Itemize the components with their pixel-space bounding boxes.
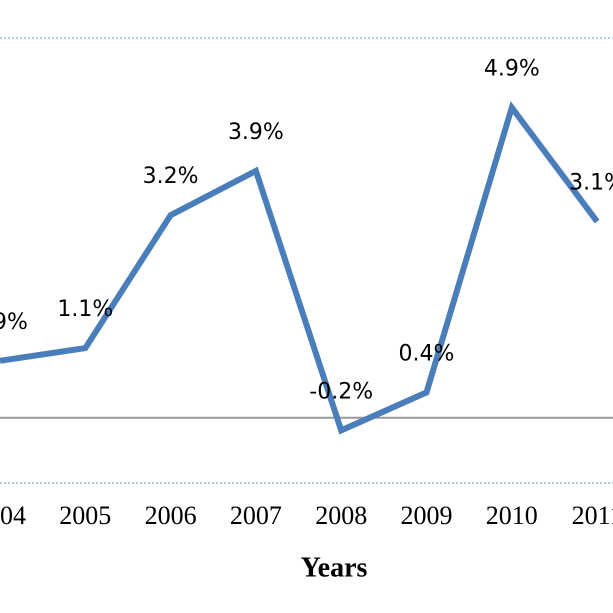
data-line	[0, 101, 600, 435]
x-tick-label: 2010	[486, 501, 538, 530]
data-label: 0.4%	[399, 341, 455, 366]
data-label: 3.2%	[143, 164, 199, 189]
data-label: 3.1%	[569, 171, 613, 196]
data-label: 1.1%	[57, 297, 113, 322]
x-tick-label: 2011	[572, 501, 613, 530]
data-label: 0.9%	[0, 310, 28, 335]
x-tick-label: 2006	[145, 501, 197, 530]
x-tick-label: 2005	[59, 501, 111, 530]
x-tick-label: 2009	[401, 501, 453, 530]
x-axis-title: Years	[301, 552, 368, 583]
x-tick-label: 2007	[230, 501, 282, 530]
data-label: 4.9%	[484, 57, 540, 82]
x-tick-label: 2004	[0, 501, 26, 530]
data-label: -0.2%	[309, 379, 373, 404]
x-tick-label: 2008	[315, 501, 367, 530]
data-label: 3.9%	[228, 120, 284, 145]
